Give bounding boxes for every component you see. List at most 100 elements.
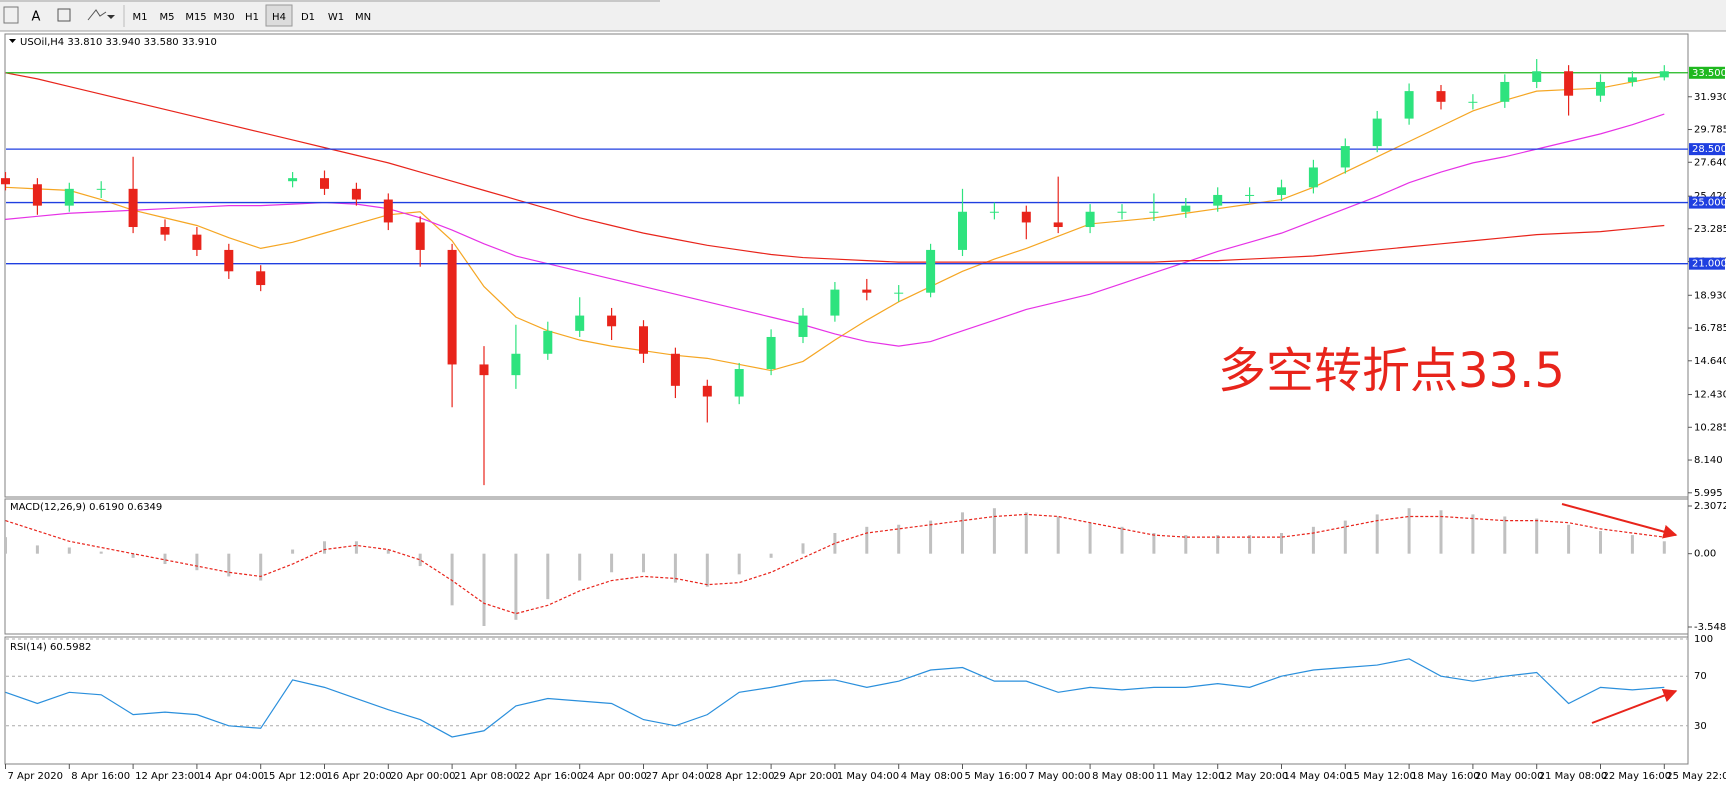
macd-bar: [67, 547, 71, 554]
macd-bar: [705, 553, 709, 587]
rsi-line: [5, 658, 1665, 738]
macd-bar: [514, 553, 518, 620]
candle-body: [670, 353, 680, 386]
candle-body: [1372, 118, 1382, 147]
candle-body: [1436, 91, 1446, 102]
macd-bar: [961, 512, 964, 554]
candle-body: [1340, 146, 1350, 168]
macd-bar: [992, 508, 996, 554]
level-tag: [1689, 143, 1725, 156]
x-tick-label: 24 Apr 00:00: [582, 771, 647, 782]
timeframe-button[interactable]: M30: [213, 12, 234, 23]
candle-body: [734, 369, 744, 397]
candle-body: [320, 178, 329, 189]
annotation: 多空转折点33.5: [1218, 343, 1565, 399]
x-tick-label: 7 Apr 2020: [8, 771, 63, 782]
macd-bar: [1216, 535, 1220, 554]
macd-bar: [4, 537, 7, 554]
font-button[interactable]: A: [32, 10, 41, 25]
macd-bar: [769, 553, 773, 558]
x-tick-label: 4 May 08:00: [901, 771, 963, 782]
icon-text[interactable]: [57, 8, 71, 22]
x-tick-label: 8 May 08:00: [1092, 771, 1154, 782]
moving-average: [5, 75, 1665, 372]
macd-bar: [1407, 508, 1411, 554]
x-tick-label: 5 May 16:00: [965, 771, 1027, 782]
candle-body: [798, 315, 808, 337]
y-tick-label: 23.285: [1694, 224, 1726, 235]
macd-bar: [737, 553, 741, 575]
level-tag: [1689, 257, 1725, 270]
macd-bar: [131, 553, 135, 558]
candle-body: [830, 289, 840, 316]
candle-body: [1596, 81, 1605, 96]
macd-bar: [1343, 520, 1347, 554]
timeframe-button[interactable]: W1: [328, 12, 344, 23]
y-tick-label: 12.430: [1694, 390, 1726, 401]
macd-bar: [929, 520, 933, 554]
x-tick-label: 28 Apr 12:00: [709, 771, 774, 782]
timeframe-button[interactable]: H1: [245, 12, 259, 23]
timeframe-button[interactable]: H4: [272, 12, 286, 23]
macd-bar: [1024, 512, 1028, 554]
annotation-arrow: [1561, 503, 1678, 539]
candle-body: [543, 330, 553, 354]
macd-bar: [1535, 518, 1539, 554]
panel-title: RSI(14) 60.5982: [10, 642, 91, 653]
candle-body: [958, 211, 967, 250]
candle-body: [1659, 71, 1669, 78]
candle-body: [1053, 222, 1063, 228]
icon-cursor[interactable]: [3, 6, 19, 24]
macd-bar: [1152, 533, 1156, 554]
y-tick-label: 31.930: [1694, 92, 1726, 103]
macd-bar: [1630, 535, 1634, 554]
macd-bar: [1056, 516, 1060, 554]
x-tick-label: 18 May 16:00: [1411, 771, 1480, 782]
x-tick-label: 21 Apr 08:00: [454, 771, 519, 782]
candle-body: [639, 326, 648, 354]
candle-body: [766, 336, 776, 370]
candle-body: [575, 315, 585, 331]
icon-objects[interactable]: [87, 9, 107, 21]
macd-bar: [1439, 510, 1443, 554]
panel-title: USOil,H4 33.810 33.940 33.580 33.910: [20, 37, 217, 48]
candle-body: [1564, 71, 1574, 96]
timeframe-button[interactable]: M5: [160, 12, 175, 23]
y-tick-label: 27.640: [1694, 157, 1726, 168]
x-tick-label: 22 May 16:00: [1603, 771, 1672, 782]
x-tick-label: 11 May 12:00: [1156, 771, 1225, 782]
macd-bar: [642, 553, 645, 573]
candle-body: [1181, 205, 1191, 212]
candle-body: [1085, 211, 1095, 228]
candle-body: [926, 249, 936, 293]
macd-bar: [1662, 541, 1666, 554]
macd-bar: [227, 553, 231, 577]
icon-dropdown[interactable]: [107, 15, 115, 19]
candle-body: [224, 249, 234, 272]
x-tick-label: 29 Apr 20:00: [773, 771, 838, 782]
macd-bar: [546, 553, 550, 600]
timeframe-button[interactable]: M15: [185, 12, 206, 23]
y-tick-label: 0.00: [1694, 549, 1716, 560]
level-tag: [1689, 196, 1725, 209]
candle-body: [1117, 211, 1127, 213]
macd-bar: [1567, 524, 1571, 554]
y-tick-label: 2.3072: [1694, 501, 1726, 512]
y-tick-label: 16.785: [1694, 323, 1726, 334]
macd-bar: [386, 549, 390, 554]
macd-bar: [801, 543, 805, 554]
panel-title: MACD(12,26,9) 0.6190 0.6349: [10, 502, 162, 513]
moving-average: [5, 113, 1665, 347]
timeframe-button[interactable]: MN: [355, 12, 371, 23]
timeframe-button[interactable]: M1: [133, 12, 148, 23]
candle-body: [1213, 194, 1223, 206]
level-tag: [1689, 66, 1725, 79]
candle-body: [415, 222, 425, 250]
macd-bar: [1375, 514, 1379, 554]
plot: 5.995 8.140 10.285 12.430 14.640 16.785 18.930…: [1, 37, 1726, 782]
x-tick-label: 20 May 00:00: [1475, 771, 1544, 782]
timeframe-button[interactable]: D1: [301, 12, 315, 23]
candle-body: [511, 353, 521, 376]
toolbar-buttons: A M1 M5 M15 M30 H1 H4 D1 W1 MN: [3, 4, 371, 27]
